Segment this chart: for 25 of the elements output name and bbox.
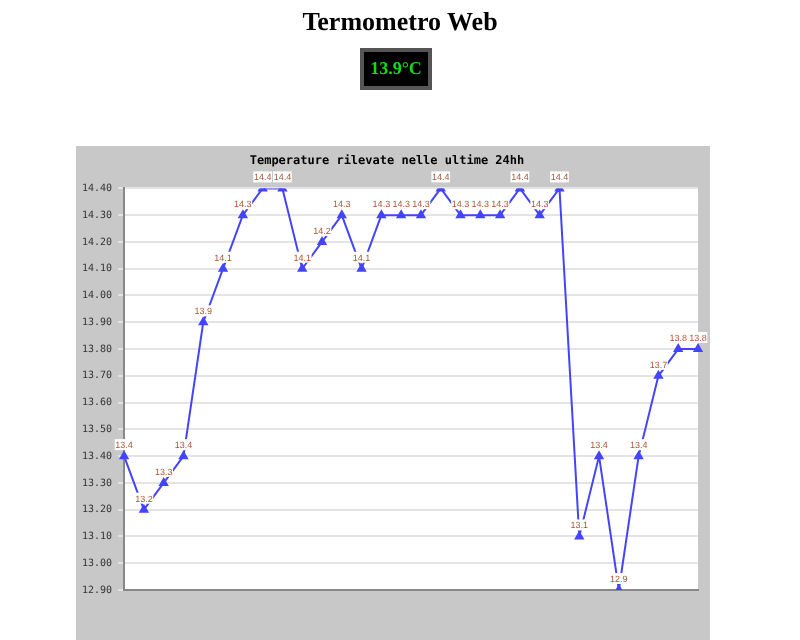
point <box>535 210 545 219</box>
point <box>238 210 248 219</box>
point <box>475 210 485 219</box>
point <box>198 317 208 326</box>
point <box>673 344 683 353</box>
point <box>159 477 169 486</box>
point <box>317 236 327 245</box>
point <box>218 263 228 272</box>
chart-title: Termometro Web <box>300 6 500 38</box>
point <box>139 504 149 513</box>
point <box>594 451 604 460</box>
point <box>357 263 367 272</box>
point <box>396 210 406 219</box>
point <box>653 370 663 379</box>
point <box>634 451 644 460</box>
point <box>456 210 465 219</box>
point <box>693 344 703 353</box>
text: 13.9°C <box>360 48 432 90</box>
point <box>495 210 505 219</box>
point <box>376 210 386 219</box>
point <box>297 263 307 272</box>
point <box>337 210 347 219</box>
point <box>119 451 129 460</box>
point <box>416 210 426 219</box>
point <box>179 451 188 460</box>
